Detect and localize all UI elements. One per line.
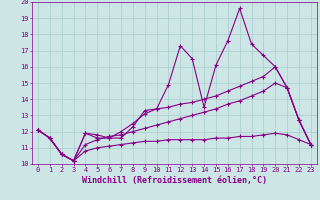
X-axis label: Windchill (Refroidissement éolien,°C): Windchill (Refroidissement éolien,°C) — [82, 176, 267, 185]
